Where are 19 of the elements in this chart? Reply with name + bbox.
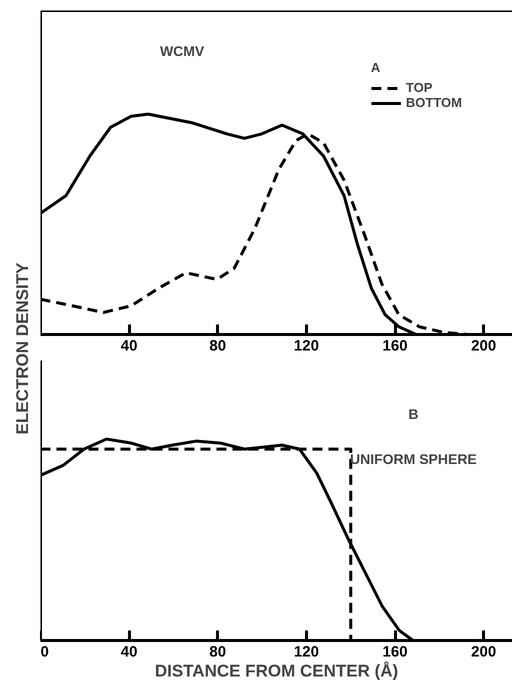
text: WCMV <box>160 43 205 60</box>
x-tick-label: 200 <box>471 338 496 354</box>
x-tick-label: 80 <box>209 338 226 354</box>
x-tick-label: 80 <box>209 644 226 660</box>
x-tick-label: 160 <box>382 338 408 354</box>
x-tick-label: 120 <box>294 644 319 660</box>
x-axis-title: DISTANCE FROM CENTER (Å) <box>154 662 398 680</box>
legend-title: A <box>370 60 382 75</box>
legend-label: TOP <box>406 80 432 95</box>
text: B <box>408 406 418 422</box>
annotation: UNIFORM SPHERE <box>350 450 477 467</box>
x-tick-label: 120 <box>294 338 319 354</box>
x-tick-label: 40 <box>120 338 138 354</box>
legend-label: BOTTOM <box>406 95 462 110</box>
x-tick-label: 160 <box>382 644 408 660</box>
x-tick-label: 40 <box>120 644 138 660</box>
x-tick-label: 200 <box>471 644 496 660</box>
x-tick-label: 0 <box>40 644 49 660</box>
y-axis-title: ELECTRON DENSITY <box>13 262 32 434</box>
